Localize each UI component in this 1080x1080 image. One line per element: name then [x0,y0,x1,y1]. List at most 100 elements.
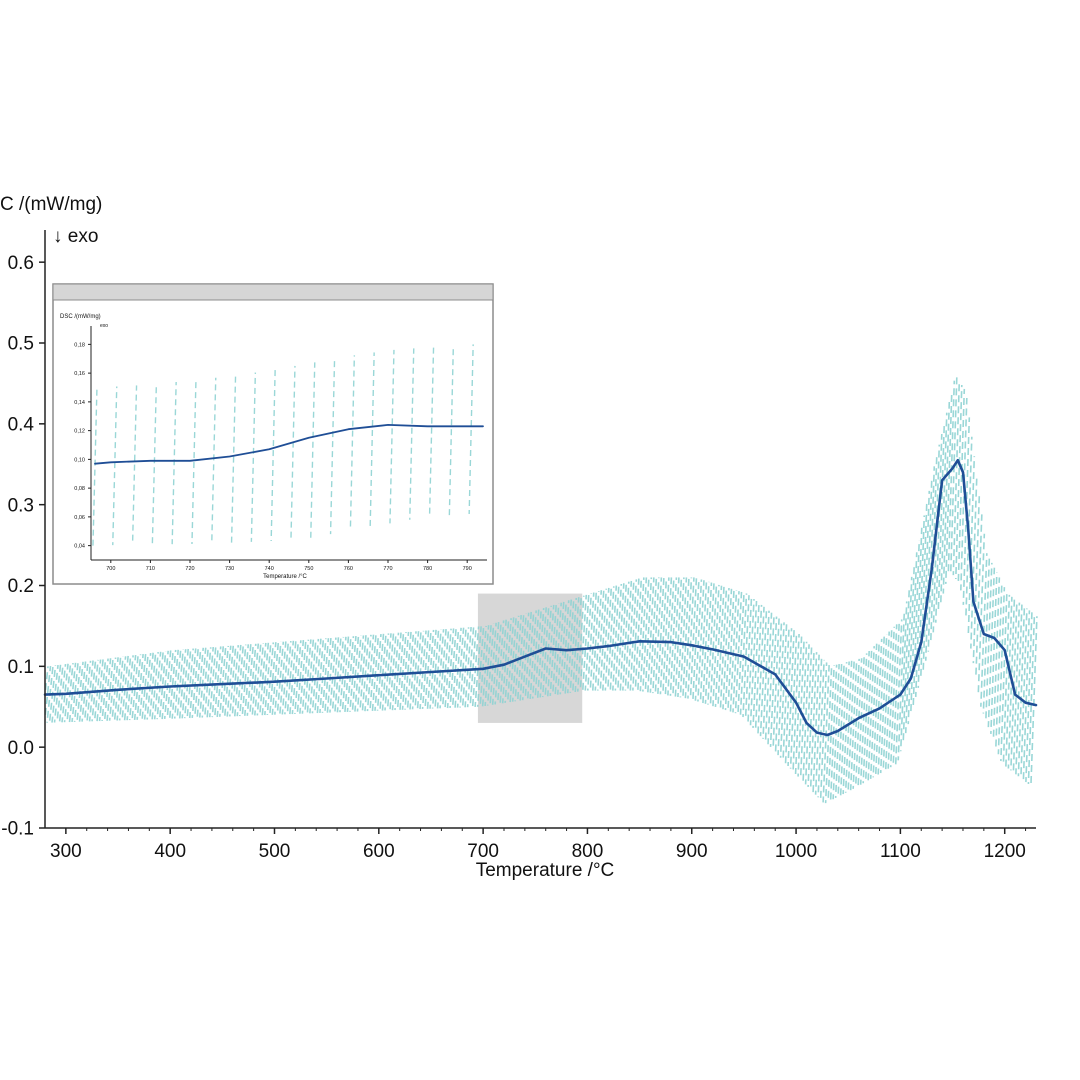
band-stroke [264,642,272,716]
band-stroke [712,584,720,707]
band-stroke [233,644,242,717]
band-stroke [389,632,397,711]
inset-title-bar [52,283,494,301]
band-stroke [454,627,462,708]
band-stroke [201,647,210,718]
band-stroke [171,382,177,545]
band-stroke [1007,598,1016,769]
main-axes [39,230,1036,834]
band-stroke [441,628,450,709]
band-stroke [662,577,670,695]
band-stroke [1005,596,1013,767]
band-stroke [254,643,262,716]
band-stroke [86,660,94,722]
band-stroke [922,490,931,670]
band-stroke [266,642,275,716]
y-tick-label: 0.0 [8,738,34,759]
band-stroke [68,662,77,723]
band-stroke [817,659,825,798]
band-stroke [329,637,337,713]
band-stroke [196,647,205,718]
y-tick-label: 0,10 [74,457,85,463]
band-stroke [917,515,926,688]
band-stroke [71,662,79,723]
band-stroke [211,377,217,544]
band-stroke [622,581,630,691]
inset-mean-curve [94,424,484,465]
band-stroke [279,641,287,715]
band-stroke [541,606,550,698]
band-stroke [221,645,230,717]
band-stroke [739,593,748,715]
band-stroke [326,637,335,713]
band-stroke [153,651,162,720]
band-stroke [729,590,738,712]
band-stroke [168,649,177,719]
band-stroke [146,652,154,720]
band-stroke [752,602,760,728]
band-stroke [131,385,138,545]
mean-curve [43,458,1038,737]
band-stroke [396,632,405,711]
band-stroke [962,417,971,605]
band-stroke [346,636,355,712]
band-stroke [231,645,240,717]
band-stroke [637,577,645,691]
x-tick-label: 1000 [775,841,817,862]
band-stroke [892,621,901,766]
band-stroke [591,590,600,691]
band-stroke [143,653,152,720]
x-tick-label: 1200 [984,841,1026,862]
band-stroke [849,659,858,791]
inset-y-axis-label: DSC /(mW/mg) [60,314,101,320]
x-tick-label: 710 [146,566,155,572]
band-stroke [92,387,98,546]
band-stroke [679,577,688,698]
band-stroke [812,654,820,793]
band-stroke [271,641,280,715]
band-stroke [103,658,112,721]
x-tick-label: 720 [185,566,194,572]
band-stroke [374,634,382,711]
band-stroke [496,620,505,705]
band-stroke [334,637,342,713]
band-stroke [960,397,968,591]
band-stroke [652,577,660,694]
band-stroke [649,577,658,693]
band-stroke [136,653,144,720]
band-stroke [995,582,1003,748]
band-stroke [802,644,810,782]
band-stroke [697,580,705,702]
band-stroke [639,577,648,692]
band-stroke [955,385,963,580]
x-tick-label: 730 [225,566,234,572]
band-stroke [361,634,370,712]
band-stroke [617,583,625,691]
band-stroke [566,598,575,694]
band-stroke [907,564,916,725]
band-stroke [607,586,615,691]
band-stroke [349,635,357,712]
band-stroke [749,600,758,726]
band-stroke [887,626,896,769]
band-stroke [449,628,457,708]
band-stroke [213,646,222,718]
y-tick-label: 0,06 [74,515,85,521]
band-stroke [939,412,948,604]
band-stroke [321,638,330,713]
band-stroke [384,633,392,711]
band-stroke [248,643,257,716]
band-stroke [506,617,515,703]
band-stroke [899,601,908,752]
band-stroke [872,641,880,778]
band-stroke [987,567,996,728]
band-stroke [654,577,663,694]
band-stroke [709,584,718,706]
band-stroke [977,533,986,693]
band-stroke [451,627,460,708]
band-stroke [579,594,588,692]
band-stroke [714,585,723,707]
band-stroke [912,539,921,707]
band-stroke [216,646,225,718]
